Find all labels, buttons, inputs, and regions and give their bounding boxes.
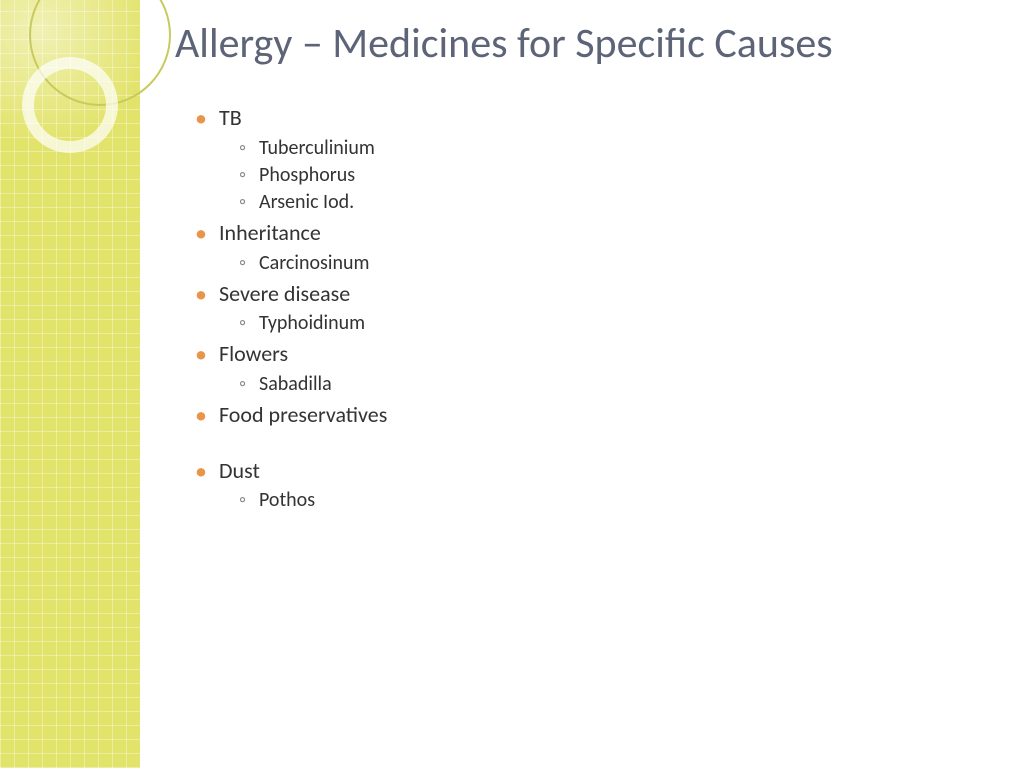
slide-content: Allergy – Medicines for Specific Causes … (175, 20, 984, 516)
sub-bullet-list: Carcinosinum (239, 250, 984, 277)
list-item: Flowers Sabadilla (195, 339, 984, 398)
sub-list-item: Tuberculinium (239, 135, 984, 162)
main-bullet-list: TBTuberculiniumPhosphorusArsenic Iod.Inh… (195, 103, 984, 514)
sub-list-item: Phosphorus (239, 162, 984, 189)
list-spacer (195, 432, 984, 456)
sub-bullet-list: TuberculiniumPhosphorusArsenic Iod. (239, 135, 984, 216)
sub-bullet-list: Typhoidinum (239, 310, 984, 337)
list-item-label: Food preservatives (219, 401, 387, 428)
slide-title: Allergy – Medicines for Specific Causes (175, 20, 984, 68)
sub-list-item: Typhoidinum (239, 310, 984, 337)
list-item: Inheritance Carcinosinum (195, 218, 984, 277)
list-item-label: Severe disease (219, 280, 350, 307)
list-item-label: Inheritance (219, 219, 321, 246)
sub-list-item: Carcinosinum (239, 250, 984, 277)
list-item: Dust Pothos (195, 456, 984, 515)
list-item-label: Flowers (219, 340, 288, 367)
list-item: Severe disease Typhoidinum (195, 279, 984, 338)
list-item: TB TuberculiniumPhosphorusArsenic Iod. (195, 103, 984, 216)
list-item-label: Dust (219, 457, 260, 484)
decorative-sidebar (0, 0, 140, 768)
list-item: Food preservatives (195, 400, 984, 430)
sub-list-item: Arsenic Iod. (239, 189, 984, 216)
sub-bullet-list: Sabadilla (239, 371, 984, 398)
sub-bullet-list: Pothos (239, 487, 984, 514)
sub-list-item: Sabadilla (239, 371, 984, 398)
list-item-label: TB (219, 104, 242, 131)
sub-list-item: Pothos (239, 487, 984, 514)
